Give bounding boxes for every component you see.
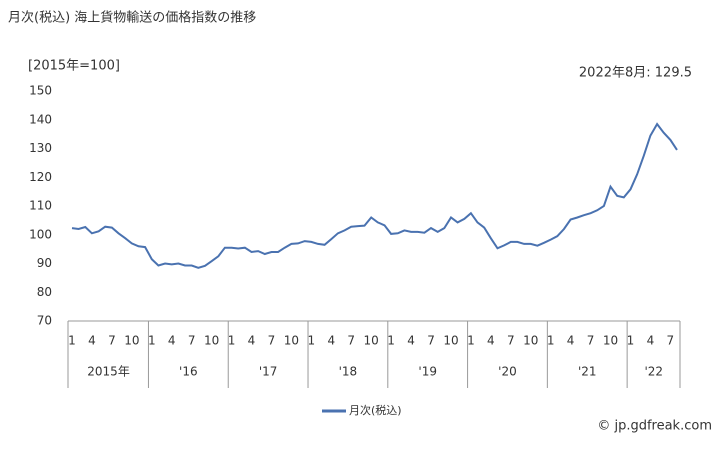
y-tick-label: 120 (29, 170, 52, 184)
x-tick-label: 7 (108, 334, 116, 348)
y-tick-label: 110 (29, 199, 52, 213)
unit-label: [2015年=100] (28, 59, 120, 74)
year-label: '18 (339, 365, 358, 379)
x-tick-label: 4 (88, 334, 96, 348)
year-label: '20 (498, 365, 517, 379)
y-tick-label: 70 (37, 314, 52, 328)
x-tick-label: 7 (587, 334, 595, 348)
x-tick-label: 4 (647, 334, 655, 348)
year-label: 2015年 (87, 365, 130, 379)
x-tick-label: 4 (168, 334, 176, 348)
x-tick-label: 10 (204, 334, 219, 348)
y-tick-label: 130 (29, 141, 52, 155)
x-tick-label: 1 (148, 334, 156, 348)
x-tick-label: 7 (347, 334, 355, 348)
x-tick-label: 1 (387, 334, 395, 348)
x-tick-label: 10 (603, 334, 618, 348)
year-label: '21 (578, 365, 597, 379)
year-label: '22 (644, 365, 663, 379)
y-tick-label: 90 (37, 256, 52, 270)
x-tick-label: 4 (487, 334, 495, 348)
watermark: © jp.gdfreak.com (597, 419, 712, 434)
data-line (71, 122, 678, 269)
x-tick-label: 1 (68, 334, 76, 348)
x-tick-label: 7 (268, 334, 276, 348)
x-tick-label: 4 (248, 334, 256, 348)
x-tick-label: 1 (467, 334, 475, 348)
x-tick-label: 10 (284, 334, 299, 348)
year-label: '16 (179, 365, 198, 379)
x-tick-label: 10 (443, 334, 458, 348)
x-tick-label: 10 (523, 334, 538, 348)
x-tick-label: 7 (427, 334, 435, 348)
x-tick-label: 7 (507, 334, 515, 348)
x-tick-label: 4 (567, 334, 575, 348)
y-tick-label: 150 (29, 84, 52, 98)
year-label: '17 (259, 365, 278, 379)
annotation: 2022年8月: 129.5 (579, 66, 692, 81)
x-tick-label: 10 (364, 334, 379, 348)
legend-label: 月次(税込) (349, 403, 402, 417)
y-tick-label: 140 (29, 112, 52, 126)
x-tick-label: 4 (407, 334, 415, 348)
x-tick-label: 7 (667, 334, 675, 348)
x-tick-label: 1 (547, 334, 555, 348)
year-label: '19 (418, 365, 437, 379)
x-tick-label: 1 (308, 334, 316, 348)
x-tick-label: 1 (627, 334, 635, 348)
x-tick-label: 4 (327, 334, 335, 348)
y-tick-label: 80 (37, 285, 52, 299)
y-tick-label: 100 (29, 227, 52, 241)
chart-title: 月次(税込) 海上貨物輸送の価格指数の推移 (8, 10, 256, 26)
x-tick-label: 10 (124, 334, 139, 348)
x-tick-label: 1 (228, 334, 236, 348)
x-tick-label: 7 (188, 334, 196, 348)
